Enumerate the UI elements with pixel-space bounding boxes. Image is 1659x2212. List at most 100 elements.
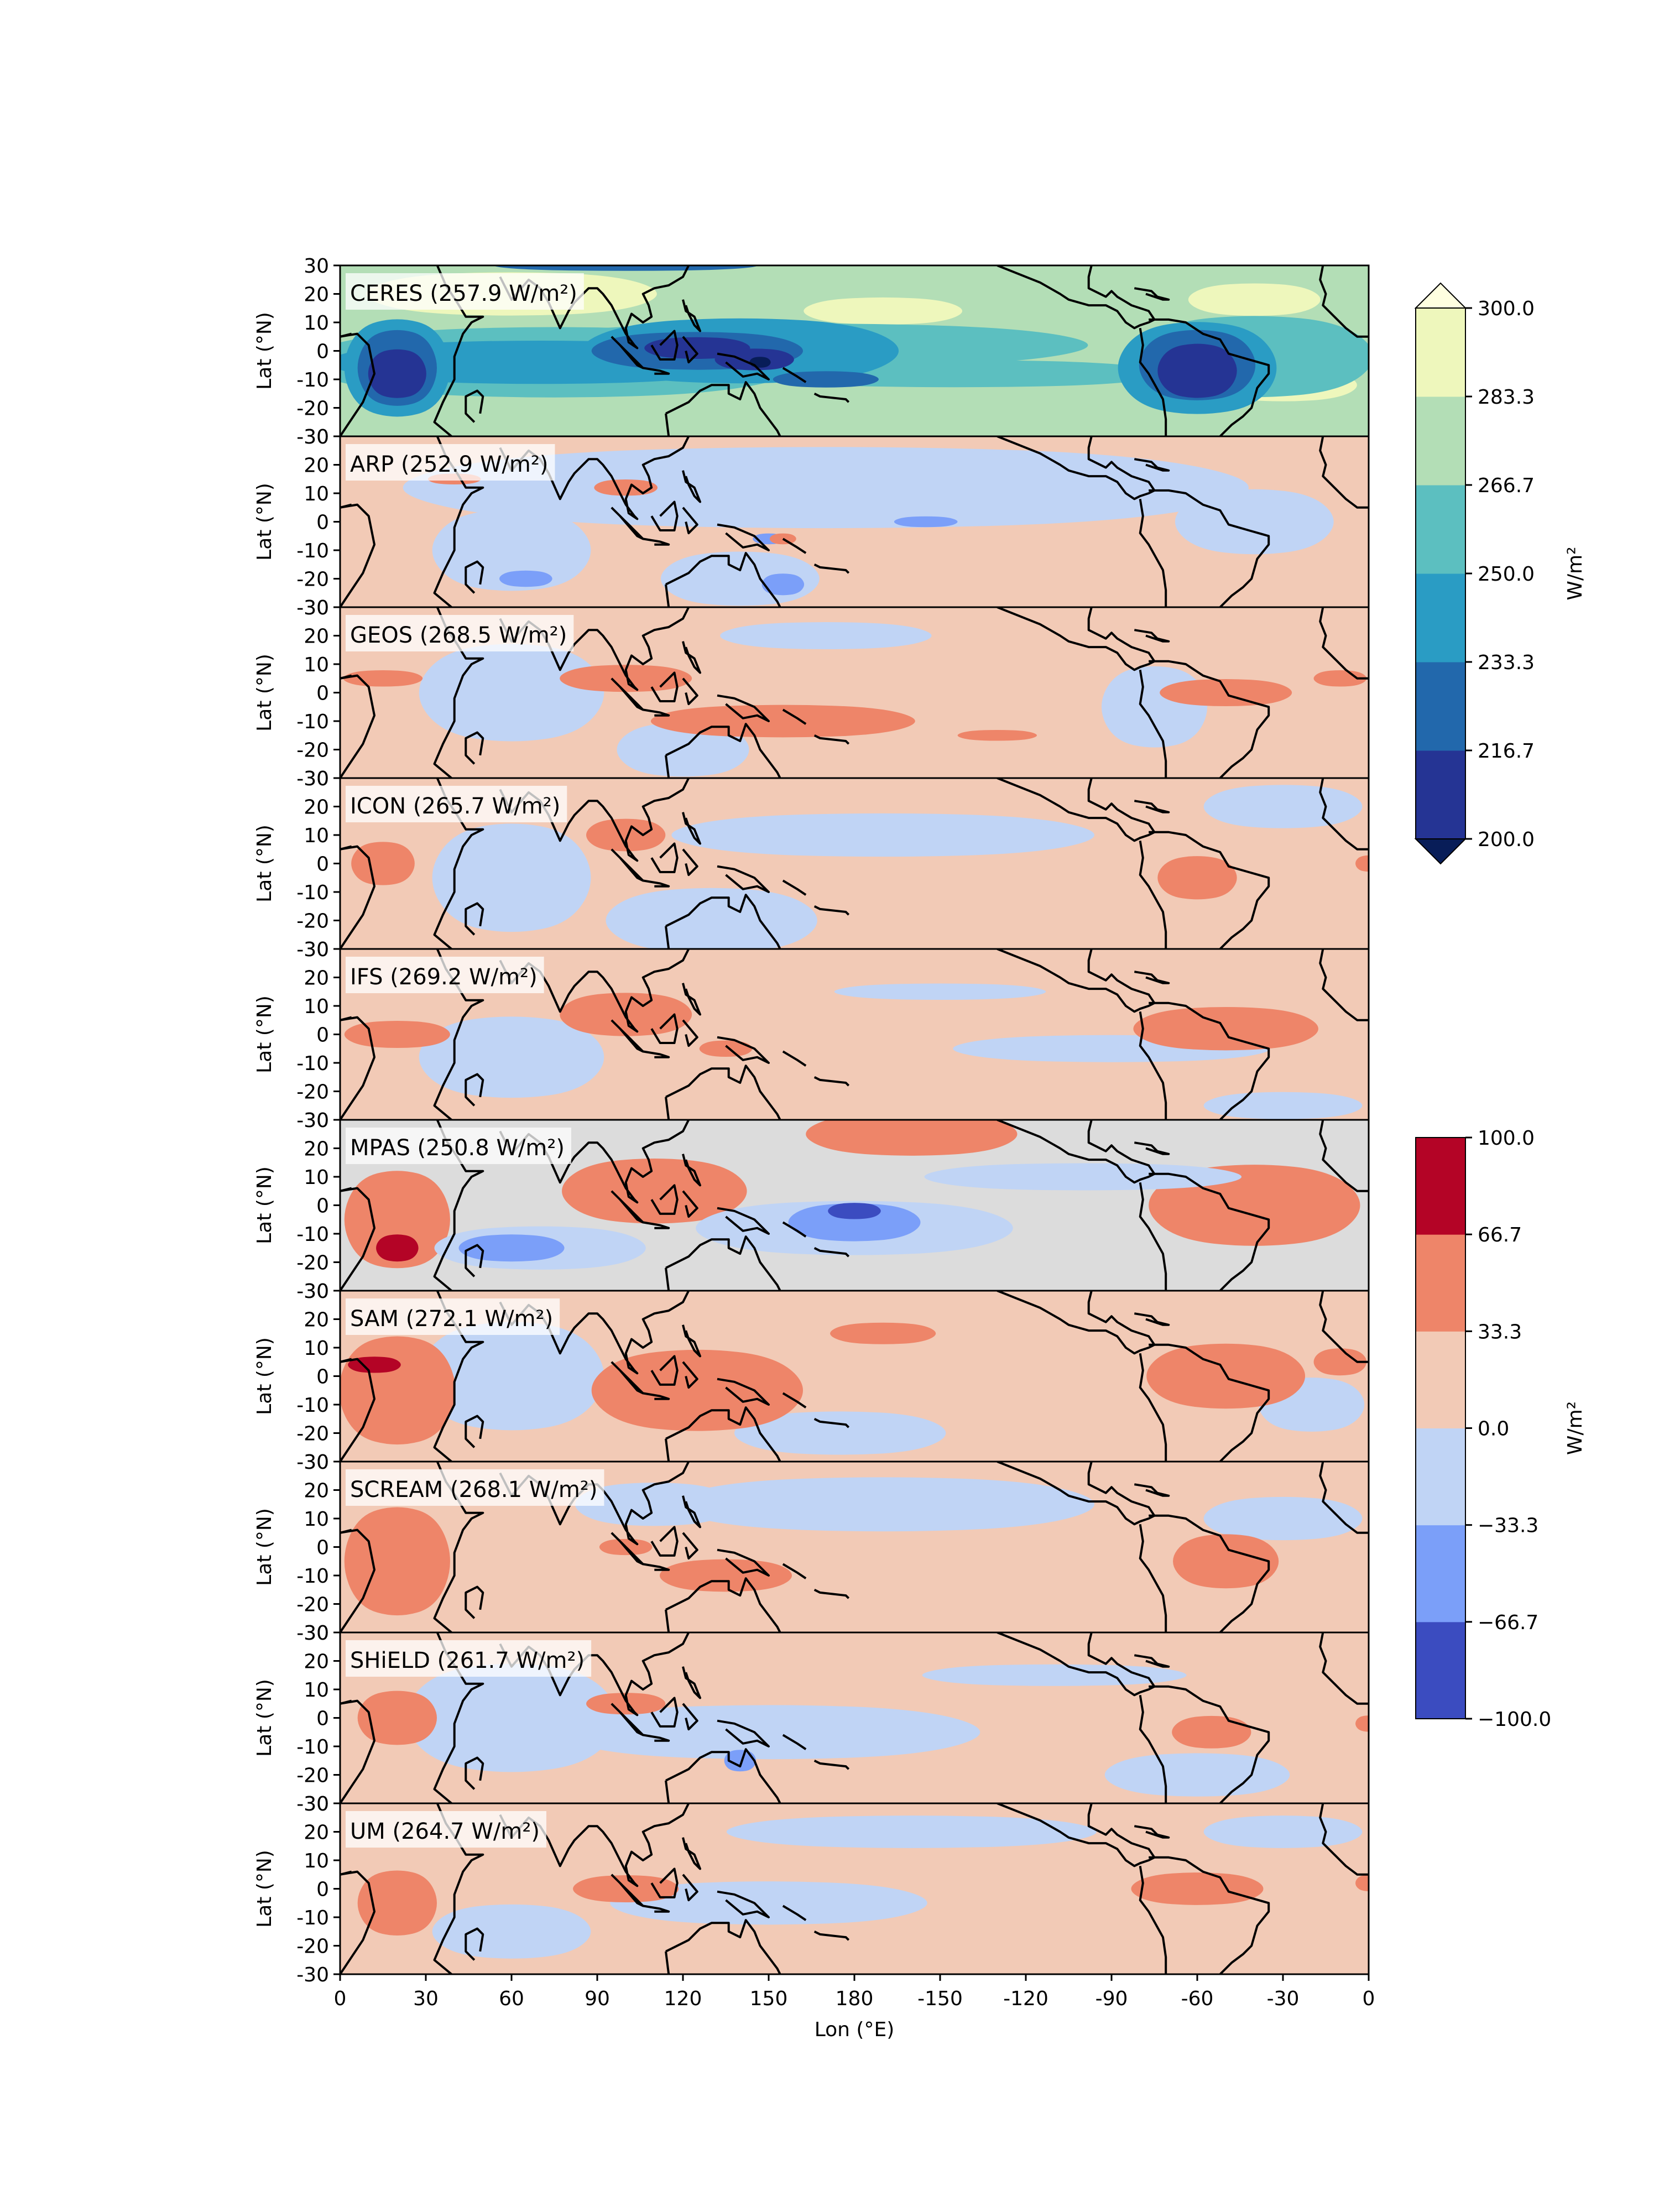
colorbar-tick-label: 66.7	[1478, 1224, 1522, 1246]
panel-label-box	[346, 1469, 604, 1506]
colorbars: 300.0283.3266.7250.0233.3216.7200.0W/m²1…	[1414, 282, 1587, 1731]
panel-mpas: 30 20 10 0 -10 -20 -30 Lat (°N) MPAS (250.8 W/m²…	[253, 1109, 1370, 1303]
x-tick-label: 0	[1363, 1987, 1375, 2010]
colorbar-tick-label: 100.0	[1478, 1127, 1535, 1150]
y-tick-label: 0	[316, 1708, 329, 1730]
y-tick-label: 20	[304, 1822, 329, 1844]
contour-fill	[340, 436, 1369, 607]
y-axis-label: Lat (°N)	[253, 1850, 276, 1928]
x-tick-label: 120	[664, 1987, 702, 2010]
y-tick-label: 10	[304, 1508, 329, 1531]
colorbar-swatch	[1416, 397, 1465, 486]
coastlines	[340, 1120, 1369, 1291]
y-tick-label: 10	[304, 1850, 329, 1872]
y-tick-label: -30	[296, 1793, 329, 1815]
y-tick-label: 30	[304, 1622, 329, 1645]
y-tick-label: -10	[296, 1907, 329, 1929]
colorbar-tick-label: −33.3	[1478, 1515, 1538, 1537]
y-tick-label: -10	[296, 1736, 329, 1759]
y-tick-label: -20	[296, 1423, 329, 1446]
y-tick-label: -20	[296, 739, 329, 762]
x-tick-label: 150	[750, 1987, 788, 2010]
y-tick-label: -30	[296, 1451, 329, 1474]
panel-icon: 30 20 10 0 -10 -20 -30 Lat (°N) ICON (265.7 W/m²…	[253, 768, 1370, 961]
coastlines	[340, 1291, 1369, 1462]
y-tick-label: -30	[296, 597, 329, 619]
y-tick-label: 20	[304, 625, 329, 648]
panel-label-box	[346, 957, 544, 993]
y-tick-label: -10	[296, 1565, 329, 1588]
y-tick-label: 30	[304, 1793, 329, 1815]
colorbar-swatch	[1416, 1428, 1465, 1526]
colorbar-swatch	[1416, 662, 1465, 751]
y-tick-label: 0	[316, 1195, 329, 1218]
x-tick-label: -120	[1003, 1987, 1048, 2010]
panel-label-geos: GEOS (268.5 W/m²)	[350, 623, 567, 648]
panel-scream: 30 20 10 0 -10 -20 -30 Lat (°N) SCREAM (268.1 W/…	[253, 1451, 1370, 1645]
y-tick-label: 30	[304, 1280, 329, 1303]
y-ticks: 30 20 10 0 -10 -20 -30	[296, 255, 340, 448]
y-ticks: 30 20 10 0 -10 -20 -30	[296, 1793, 340, 1986]
panel-label-um: UM (264.7 W/m²)	[350, 1819, 540, 1844]
y-tick-label: 10	[304, 1337, 329, 1360]
y-ticks: 30 20 10 0 -10 -20 -30	[296, 1280, 340, 1474]
y-tick-label: 0	[316, 512, 329, 534]
y-axis-label: Lat (°N)	[253, 312, 276, 390]
coastlines	[340, 949, 1369, 1120]
y-axis-label: Lat (°N)	[253, 1337, 276, 1415]
x-tick-label: 30	[413, 1987, 439, 2010]
colorbar-swatch	[1416, 1525, 1465, 1623]
colorbar-extend-bottom	[1414, 838, 1467, 865]
y-axis-label: Lat (°N)	[253, 654, 276, 732]
y-tick-label: 30	[304, 938, 329, 961]
contour-fill	[340, 607, 1369, 778]
y-tick-label: 30	[304, 426, 329, 448]
y-tick-label: -20	[296, 1765, 329, 1787]
y-tick-label: -30	[296, 1280, 329, 1303]
y-axis-label: Lat (°N)	[253, 825, 276, 902]
coastlines	[340, 778, 1369, 949]
x-tick-label: 60	[499, 1987, 524, 2010]
panel-um: 30 20 10 0 -10 -20 -30 Lat (°N) UM (264.7 W/m²)	[253, 1793, 1370, 1986]
y-ticks: 30 20 10 0 -10 -20 -30	[296, 426, 340, 619]
y-axis-label: Lat (°N)	[253, 1679, 276, 1757]
colorbar-tick-label: 200.0	[1478, 828, 1535, 851]
y-ticks: 30 20 10 0 -10 -20 -30	[296, 1109, 340, 1303]
y-tick-label: 10	[304, 995, 329, 1018]
colorbar-swatch	[1416, 750, 1465, 839]
y-tick-label: 0	[316, 682, 329, 705]
y-tick-label: -20	[296, 568, 329, 591]
y-tick-label: -20	[296, 910, 329, 933]
y-tick-label: 30	[304, 255, 329, 278]
y-ticks: 30 20 10 0 -10 -20 -30	[296, 938, 340, 1132]
y-tick-label: 20	[304, 1480, 329, 1503]
x-tick-label: 90	[585, 1987, 610, 2010]
x-tick-label: -30	[1267, 1987, 1300, 2010]
y-tick-label: 10	[304, 483, 329, 505]
panel-label-box	[346, 444, 555, 481]
y-tick-label: 0	[316, 1366, 329, 1389]
y-ticks: 30 20 10 0 -10 -20 -30	[296, 1451, 340, 1645]
y-axis-label: Lat (°N)	[253, 995, 276, 1073]
colorbar-label: W/m²	[1564, 546, 1587, 600]
panel-label-scream: SCREAM (268.1 W/m²)	[350, 1477, 597, 1503]
colorbar-tick-label: −66.7	[1478, 1611, 1538, 1634]
y-tick-label: 0	[316, 341, 329, 363]
y-ticks: 30 20 10 0 -10 -20 -30	[296, 768, 340, 961]
panel-label-box	[346, 1298, 560, 1335]
y-tick-label: 30	[304, 768, 329, 790]
y-tick-label: 30	[304, 1451, 329, 1474]
x-axis-label: Lon (°E)	[815, 2018, 895, 2041]
panel-label-arp: ARP (252.9 W/m²)	[350, 452, 548, 477]
y-tick-label: -10	[296, 1223, 329, 1246]
panel-label-box	[346, 273, 584, 310]
y-axis-label: Lat (°N)	[253, 1508, 276, 1586]
y-tick-label: 0	[316, 1024, 329, 1047]
colorbar-tick-label: −100.0	[1478, 1708, 1551, 1731]
panel-geos: 30 20 10 0 -10 -20 -30 Lat (°N) GEOS (268.5 W/m²…	[253, 597, 1370, 790]
y-axis-label: Lat (°N)	[253, 483, 276, 561]
y-tick-label: -20	[296, 1936, 329, 1958]
coastlines	[340, 265, 1369, 436]
y-tick-label: -30	[296, 938, 329, 961]
